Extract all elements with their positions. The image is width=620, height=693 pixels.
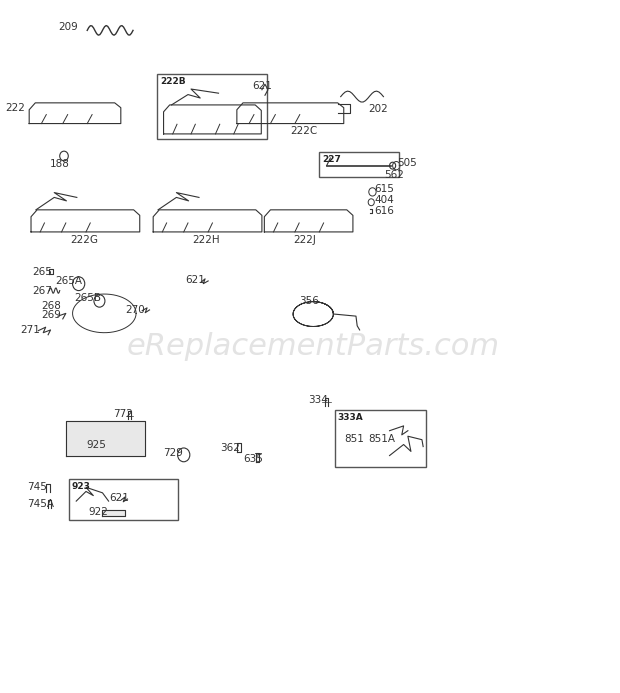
- Text: 270: 270: [126, 305, 146, 315]
- Text: 615: 615: [374, 184, 394, 194]
- Polygon shape: [102, 510, 125, 516]
- Text: 925: 925: [86, 439, 106, 450]
- Text: 222: 222: [5, 103, 25, 114]
- Text: 923: 923: [72, 482, 91, 491]
- Text: 635: 635: [243, 454, 263, 464]
- Text: 222J: 222J: [293, 236, 316, 245]
- Text: 222C: 222C: [290, 125, 317, 136]
- Text: 333A: 333A: [338, 413, 363, 422]
- Text: 562: 562: [384, 170, 404, 179]
- Text: 621: 621: [109, 493, 129, 502]
- Text: 616: 616: [374, 207, 394, 216]
- Text: 621: 621: [252, 80, 272, 91]
- Text: 356: 356: [299, 296, 319, 306]
- Text: 227: 227: [322, 155, 341, 164]
- Text: 745A: 745A: [27, 499, 55, 509]
- Text: 268: 268: [42, 301, 61, 311]
- Text: 851A: 851A: [368, 434, 395, 444]
- Polygon shape: [66, 421, 145, 455]
- Text: 222G: 222G: [70, 236, 98, 245]
- Text: 729: 729: [164, 448, 184, 458]
- Text: 265: 265: [32, 267, 52, 277]
- Text: 267: 267: [32, 286, 52, 296]
- Text: 265B: 265B: [74, 293, 101, 303]
- Text: 188: 188: [50, 159, 69, 169]
- Text: 222B: 222B: [161, 77, 186, 86]
- Text: 334: 334: [308, 394, 328, 405]
- Text: 922: 922: [89, 507, 108, 517]
- Text: 404: 404: [374, 195, 394, 205]
- Text: 269: 269: [42, 310, 61, 320]
- Text: 851: 851: [343, 434, 363, 444]
- Text: 362: 362: [220, 443, 240, 453]
- Text: 265A: 265A: [55, 276, 82, 286]
- Text: 621: 621: [185, 274, 205, 285]
- Text: 505: 505: [397, 158, 417, 168]
- Text: 271: 271: [20, 325, 40, 335]
- Text: eReplacementParts.com: eReplacementParts.com: [126, 332, 500, 361]
- Text: 202: 202: [368, 103, 388, 114]
- Text: 772: 772: [113, 409, 133, 419]
- Text: 209: 209: [58, 22, 78, 32]
- Text: 745: 745: [27, 482, 47, 492]
- Text: 222H: 222H: [192, 236, 220, 245]
